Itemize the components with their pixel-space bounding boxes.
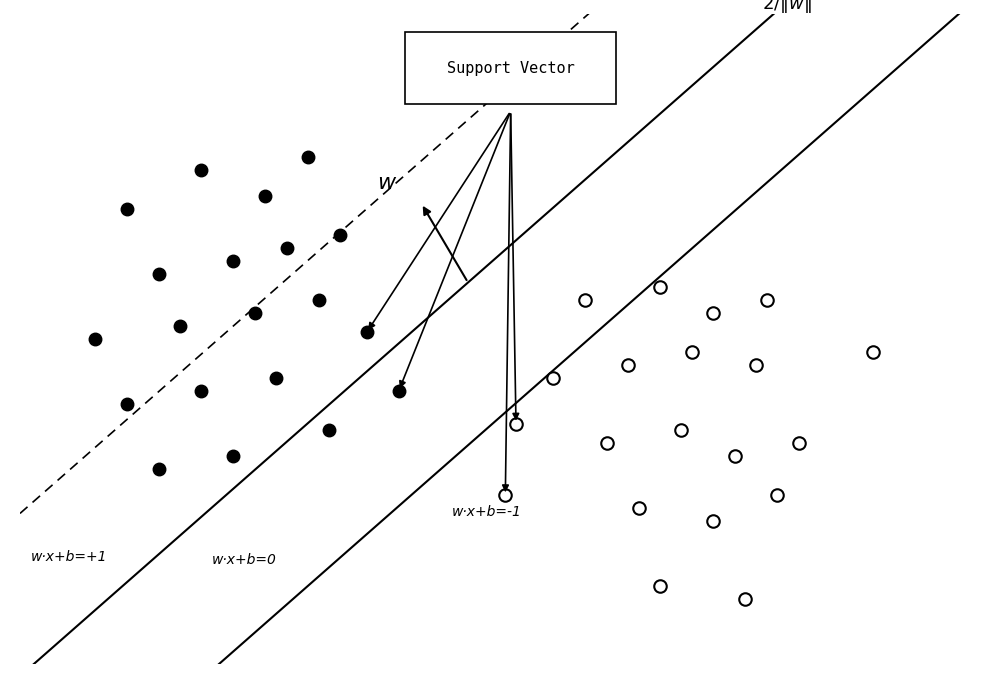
- Text: w·x+b=+1: w·x+b=+1: [31, 550, 107, 563]
- Text: w·x+b=-1: w·x+b=-1: [452, 505, 522, 519]
- Text: Support Vector: Support Vector: [447, 61, 575, 76]
- FancyBboxPatch shape: [405, 33, 616, 104]
- Text: w·x+b=0: w·x+b=0: [212, 553, 277, 567]
- Text: $\mathit{w}$: $\mathit{w}$: [377, 173, 397, 193]
- Text: $2/\|w\|$: $2/\|w\|$: [762, 0, 812, 15]
